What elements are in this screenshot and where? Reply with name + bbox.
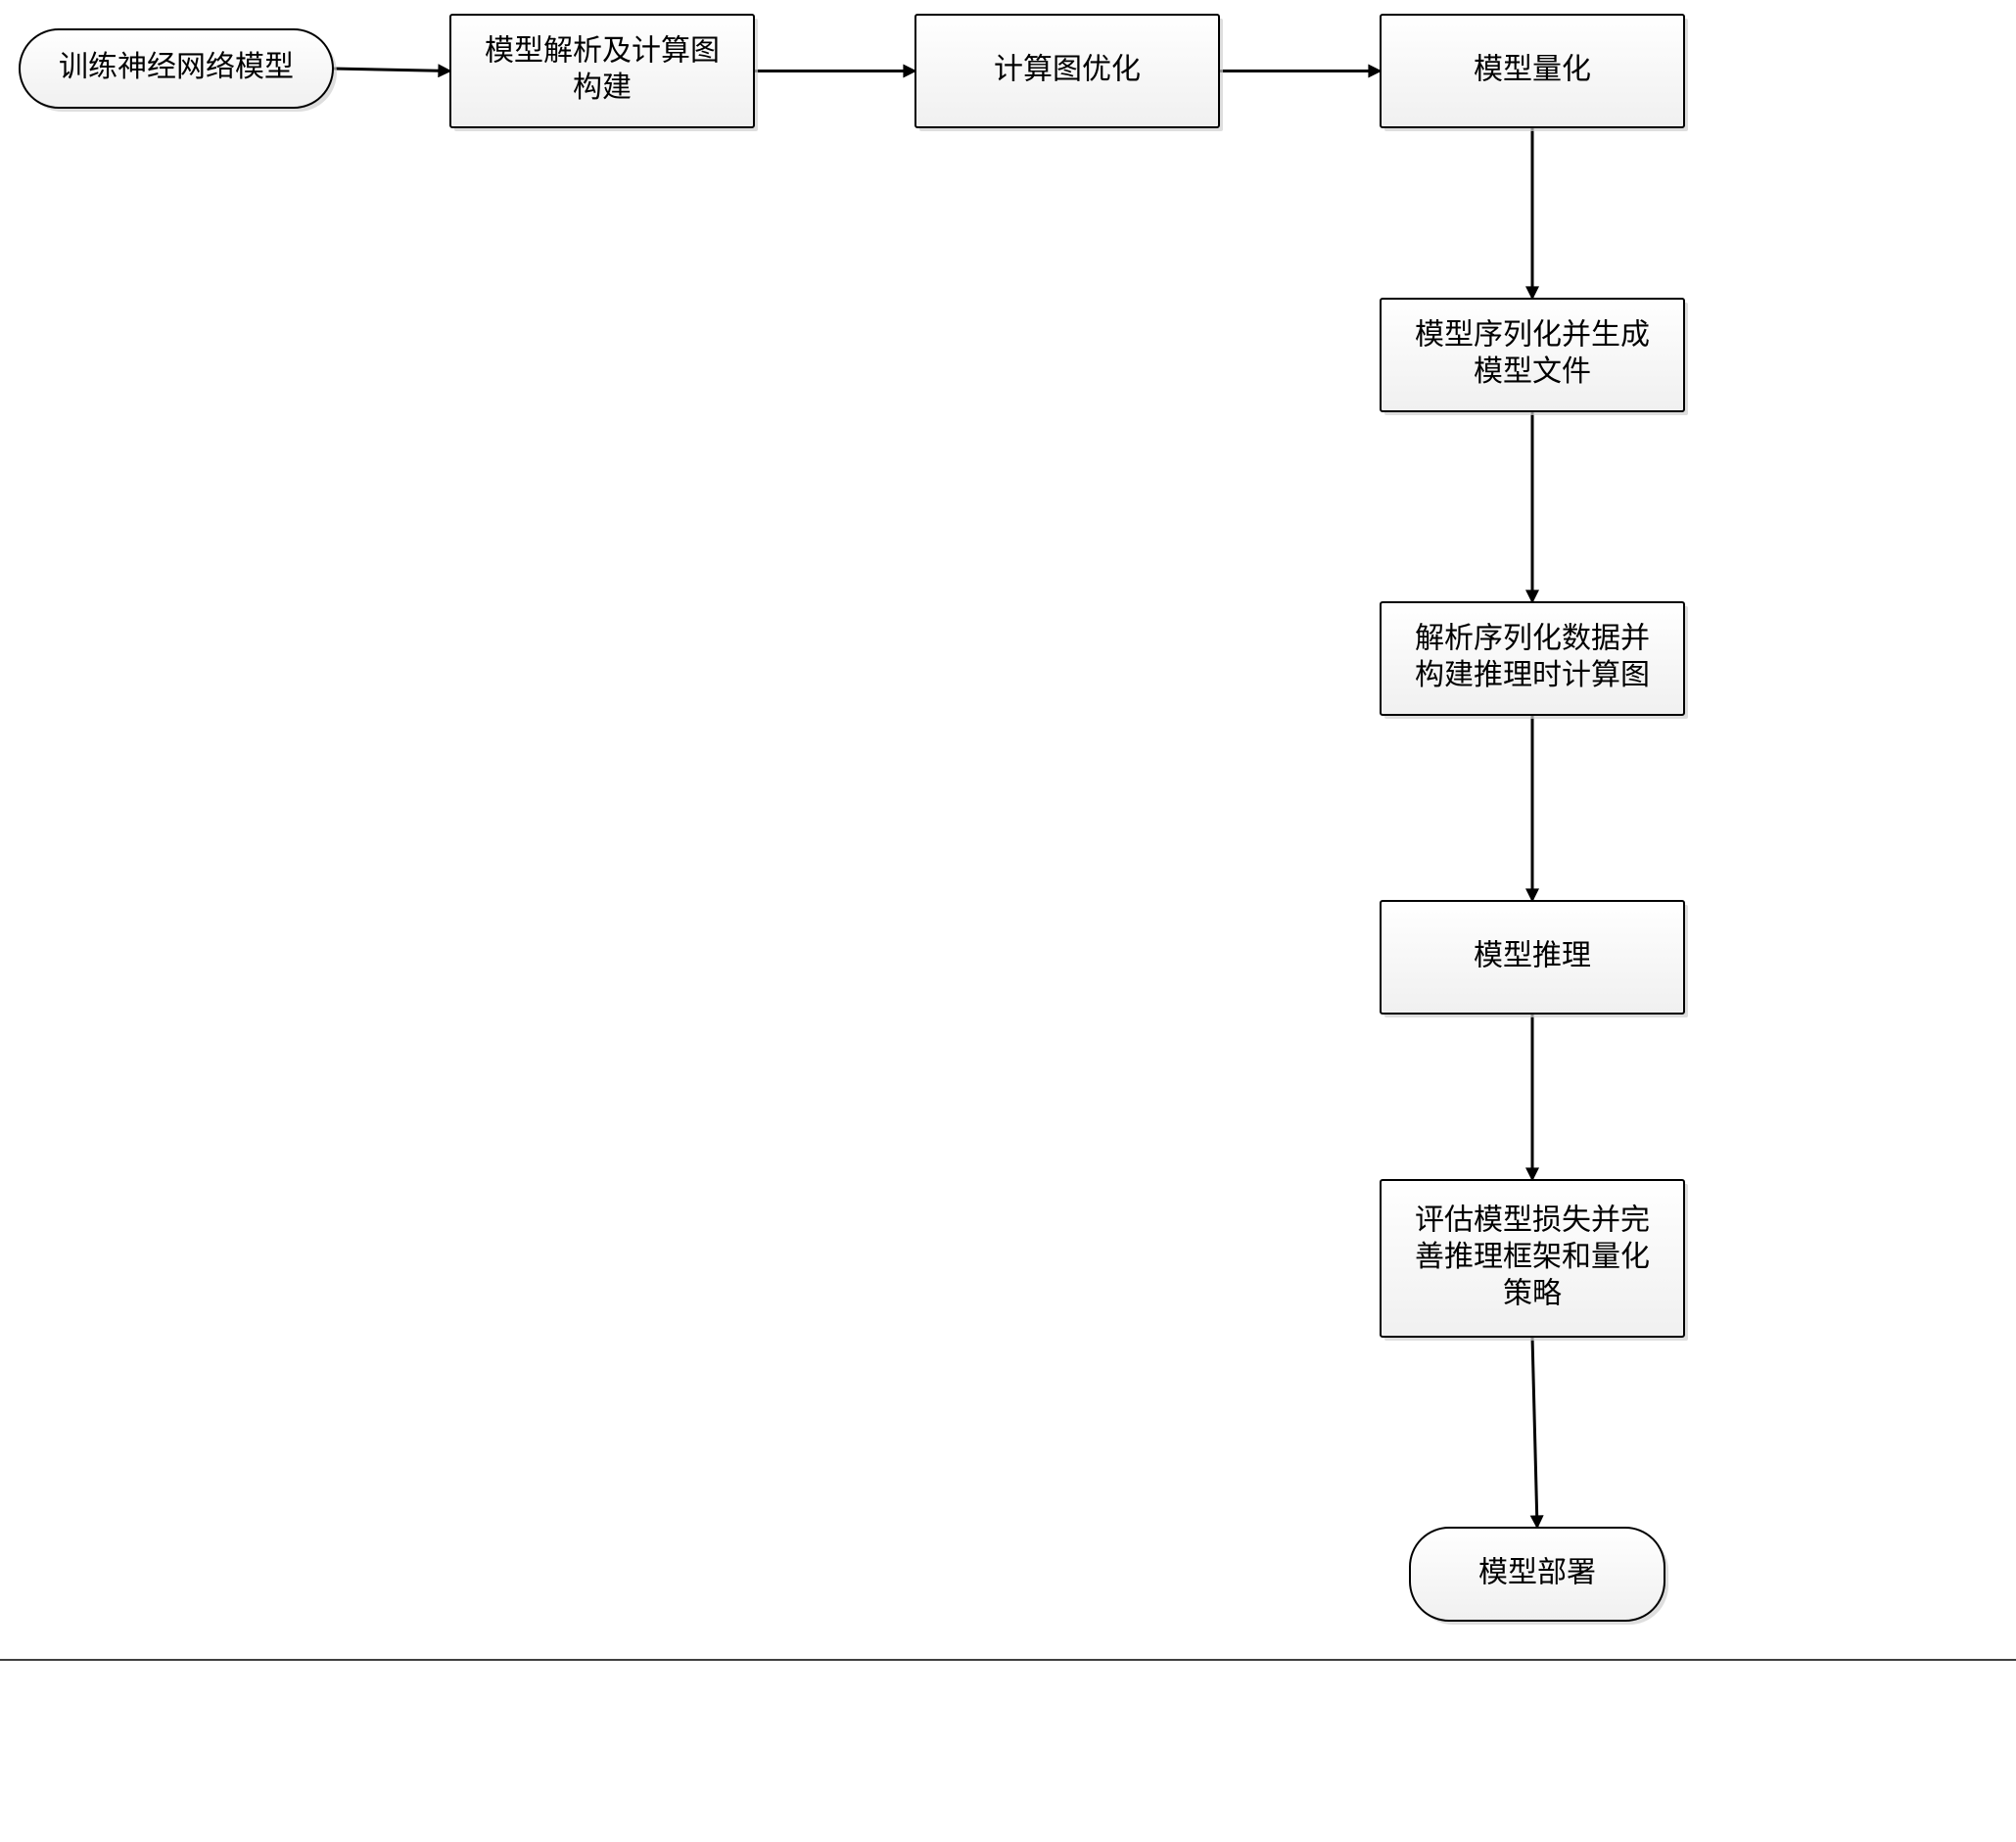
node-n7-label: 评估模型损失并完 [1415,1204,1650,1236]
node-n6: 模型推理 [1381,901,1688,1017]
node-n4: 模型序列化并生成模型文件 [1381,299,1688,415]
node-n7-label: 善推理框架和量化 [1415,1241,1650,1273]
node-n1-label: 模型解析及计算图 [485,35,720,68]
node-start: 训练神经网络模型 [20,29,337,112]
node-n2: 计算图优化 [915,15,1223,131]
node-n5: 解析序列化数据并构建推理时计算图 [1381,602,1688,719]
node-end-label: 模型部署 [1478,1556,1596,1588]
node-n4-label: 模型文件 [1474,355,1591,388]
node-n7: 评估模型损失并完善推理框架和量化策略 [1381,1180,1688,1341]
node-n5-label: 构建推理时计算图 [1415,659,1650,691]
node-n1-label: 构建 [573,71,632,104]
node-n1: 模型解析及计算图构建 [450,15,758,131]
node-n3-label: 模型量化 [1474,53,1591,85]
node-n5-label: 解析序列化数据并 [1415,623,1650,655]
node-n2-label: 计算图优化 [994,53,1141,85]
node-n6-label: 模型推理 [1474,939,1591,971]
flowchart-canvas: 训练神经网络模型模型解析及计算图构建计算图优化模型量化模型序列化并生成模型文件解… [0,0,2016,1842]
node-start-label: 训练神经网络模型 [59,51,294,83]
node-n3: 模型量化 [1381,15,1688,131]
node-end: 模型部署 [1410,1528,1668,1625]
node-n7-label: 策略 [1503,1277,1562,1309]
node-n4-label: 模型序列化并生成 [1415,319,1650,352]
